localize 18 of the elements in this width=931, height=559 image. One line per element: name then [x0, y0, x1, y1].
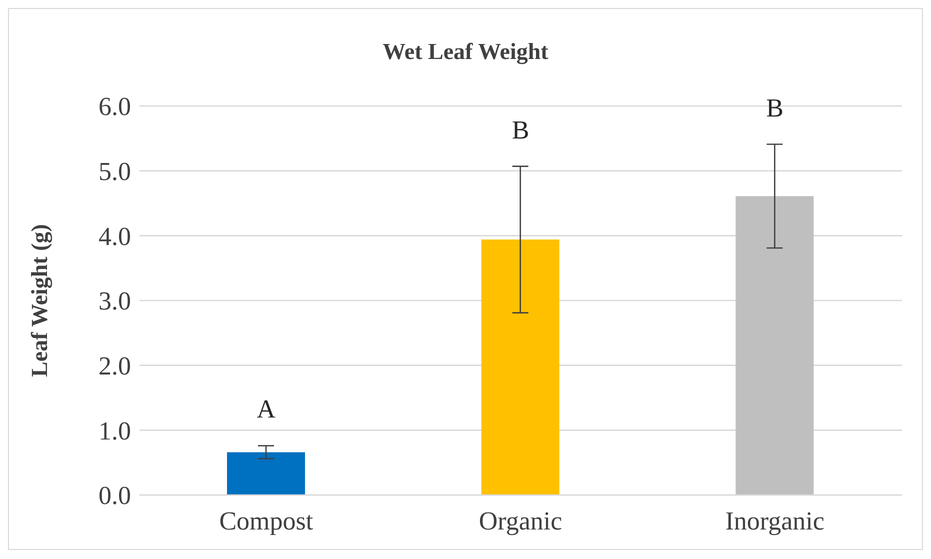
y-tick-label: 4.0: [98, 222, 131, 251]
chart-title: Wet Leaf Weight: [382, 39, 550, 65]
bar: [227, 452, 305, 495]
y-tick-label: 2.0: [98, 352, 131, 381]
bar: [481, 240, 560, 495]
x-tick-label: Organic: [478, 506, 562, 536]
y-tick-label: 6.0: [98, 92, 131, 122]
y-tick-label: 3.0: [98, 286, 131, 316]
y-tick-label: 0.0: [98, 481, 131, 510]
annotation: A: [256, 394, 276, 424]
y-tick-label: 5.0: [98, 157, 131, 186]
y-tick-label: 1.0: [98, 416, 131, 446]
annotation: B: [766, 93, 784, 122]
bar: [736, 196, 814, 495]
annotation: B: [512, 115, 530, 144]
x-tick-label: Inorganic: [725, 506, 824, 536]
y-axis-title: Leaf Weight (g): [27, 224, 54, 377]
x-tick-label: Compost: [219, 506, 314, 536]
